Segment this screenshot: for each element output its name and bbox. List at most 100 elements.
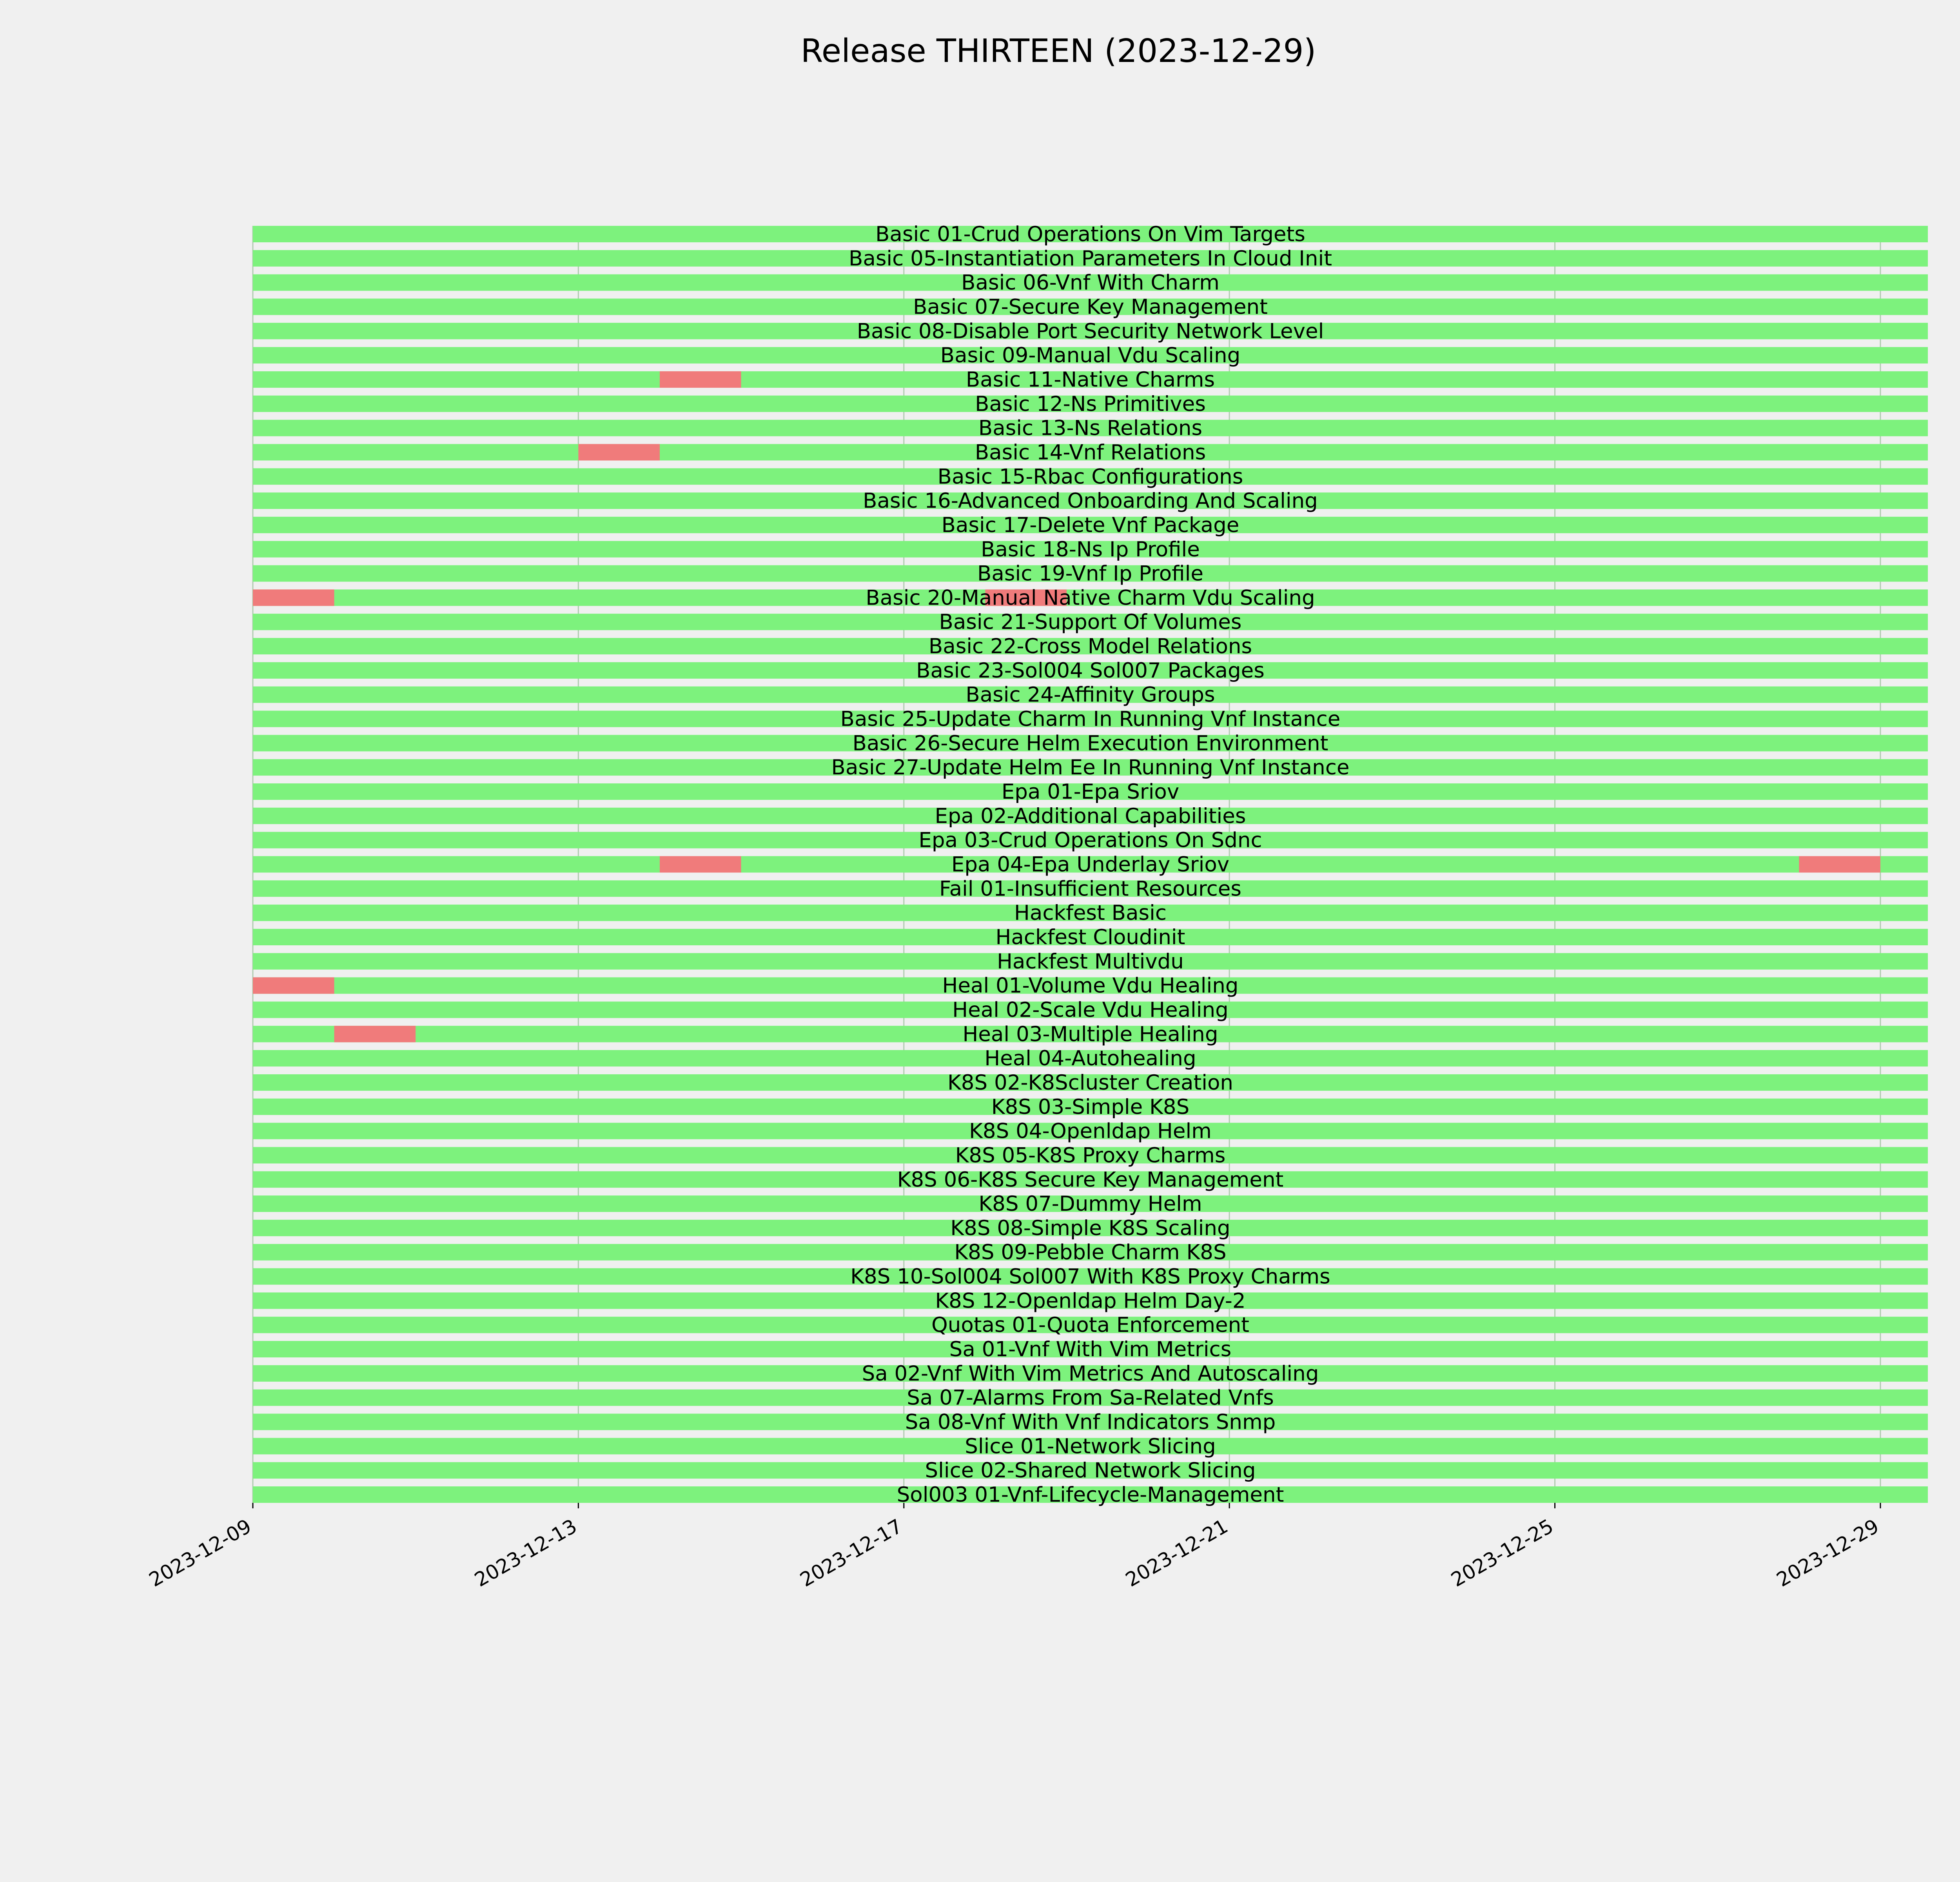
timeline-row	[253, 1050, 1928, 1067]
timeline-row	[253, 1026, 1928, 1043]
timeline-row	[253, 541, 1928, 558]
pass-bar	[253, 953, 1928, 970]
row-label: Basic 17-Delete Vnf Package	[942, 513, 1240, 537]
timeline-row	[253, 953, 1928, 970]
pass-bar	[253, 1341, 1928, 1358]
row-label: Basic 20-Manual Native Charm Vdu Scaling	[866, 586, 1315, 610]
timeline-row	[253, 274, 1928, 291]
pass-bar	[253, 444, 1928, 461]
row-label: Basic 27-Update Helm Ee In Running Vnf I…	[831, 756, 1350, 779]
timeline-row	[253, 977, 1928, 994]
timeline-row	[253, 371, 1928, 388]
timeline-row	[253, 1341, 1928, 1358]
row-label: Hackfest Basic	[1014, 901, 1167, 925]
row-label: Heal 02-Scale Vdu Healing	[952, 998, 1228, 1022]
pass-bar	[253, 1195, 1928, 1212]
pass-bar	[253, 516, 1928, 533]
row-label: Basic 21-Support Of Volumes	[939, 610, 1241, 634]
pass-bar	[253, 1098, 1928, 1115]
pass-bar	[253, 347, 1928, 364]
pass-bar	[253, 662, 1928, 679]
pass-bar	[253, 468, 1928, 485]
timeline-row	[253, 1413, 1928, 1430]
row-label: Epa 03-Crud Operations On Sdnc	[918, 828, 1262, 852]
fail-bar	[334, 1026, 416, 1043]
timeline-row	[253, 468, 1928, 485]
timeline-row	[253, 880, 1928, 897]
pass-bar	[253, 783, 1928, 800]
row-label: Sa 08-Vnf With Vnf Indicators Snmp	[905, 1410, 1276, 1434]
timeline-row	[253, 250, 1928, 267]
row-label: Epa 04-Epa Underlay Sriov	[951, 853, 1229, 877]
timeline-row	[253, 1074, 1928, 1091]
x-tick-label: 2023-12-29	[1773, 1515, 1883, 1591]
pass-bar	[253, 1317, 1928, 1333]
pass-bar	[253, 880, 1928, 897]
timeline-row	[253, 226, 1928, 242]
fail-bar	[253, 977, 334, 994]
row-label: Epa 02-Additional Capabilities	[935, 804, 1246, 828]
timeline-row	[253, 832, 1928, 848]
row-label: Basic 06-Vnf With Charm	[961, 271, 1220, 295]
row-label: Basic 09-Manual Vdu Scaling	[940, 343, 1240, 367]
row-label: Basic 07-Secure Key Management	[913, 295, 1268, 319]
pass-bar	[253, 589, 1928, 606]
timeline-row	[253, 444, 1928, 461]
pass-bar	[253, 565, 1928, 582]
timeline-row	[253, 1317, 1928, 1333]
x-axis: 2023-12-09 2023-12-13 2023-12-17 2023-12-21…	[145, 1503, 1883, 1591]
timeline-row	[253, 1171, 1928, 1188]
timeline-row	[253, 1365, 1928, 1382]
timeline-row	[253, 1438, 1928, 1455]
pass-bar	[253, 977, 1928, 994]
pass-bar	[253, 492, 1928, 509]
pass-bar	[253, 807, 1928, 824]
timeline-row	[253, 638, 1928, 655]
pass-bar	[253, 541, 1928, 558]
pass-bar	[253, 1001, 1928, 1018]
row-label: Sol003 01-Vnf-Lifecycle-Management	[897, 1483, 1284, 1507]
pass-bar	[253, 420, 1928, 436]
timeline-row	[253, 1001, 1928, 1018]
timeline-row	[253, 1195, 1928, 1212]
pass-bar	[253, 856, 1928, 873]
row-label: Basic 08-Disable Port Security Network L…	[857, 319, 1324, 343]
pass-bar	[253, 710, 1928, 727]
row-label: Basic 18-Ns Ip Profile	[981, 538, 1200, 561]
pass-bar	[253, 686, 1928, 703]
row-label: Slice 02-Shared Network Slicing	[925, 1459, 1256, 1482]
pass-bar	[253, 1171, 1928, 1188]
row-labels: Basic 01-Crud Operations On Vim TargetsB…	[831, 222, 1350, 1507]
row-label: Epa 01-Epa Sriov	[1002, 780, 1179, 804]
timeline-row	[253, 735, 1928, 752]
row-label: Quotas 01-Quota Enforcement	[931, 1313, 1249, 1337]
timeline-row	[253, 614, 1928, 630]
row-label: Fail 01-Insufficient Resources	[939, 877, 1241, 901]
pass-bar	[253, 759, 1928, 776]
pass-bar	[253, 614, 1928, 630]
row-label: K8S 03-Simple K8S	[991, 1095, 1189, 1119]
pass-bar	[253, 323, 1928, 340]
pass-bar	[253, 1147, 1928, 1164]
pass-bar	[253, 274, 1928, 291]
timeline-row	[253, 395, 1928, 412]
row-label: Heal 03-Multiple Healing	[962, 1022, 1218, 1046]
fail-bar	[985, 589, 1067, 606]
row-label: Sa 01-Vnf With Vim Metrics	[949, 1337, 1232, 1361]
timeline-row	[253, 1462, 1928, 1479]
row-label: Sa 07-Alarms From Sa-Related Vnfs	[907, 1386, 1274, 1410]
x-tick-label: 2023-12-09	[145, 1515, 255, 1591]
x-tick-label: 2023-12-21	[1122, 1515, 1232, 1591]
row-label: K8S 08-Simple K8S Scaling	[950, 1216, 1230, 1240]
timeline-row	[253, 759, 1928, 776]
pass-bar	[253, 1074, 1928, 1091]
timeline-row	[253, 298, 1928, 315]
test-rows	[253, 226, 1928, 1503]
row-label: K8S 02-K8Scluster Creation	[947, 1071, 1233, 1095]
timeline-row	[253, 710, 1928, 727]
pass-bar	[253, 1123, 1928, 1139]
row-label: Basic 25-Update Charm In Running Vnf Ins…	[840, 707, 1341, 731]
timeline-row	[253, 1268, 1928, 1285]
timeline-row	[253, 347, 1928, 364]
